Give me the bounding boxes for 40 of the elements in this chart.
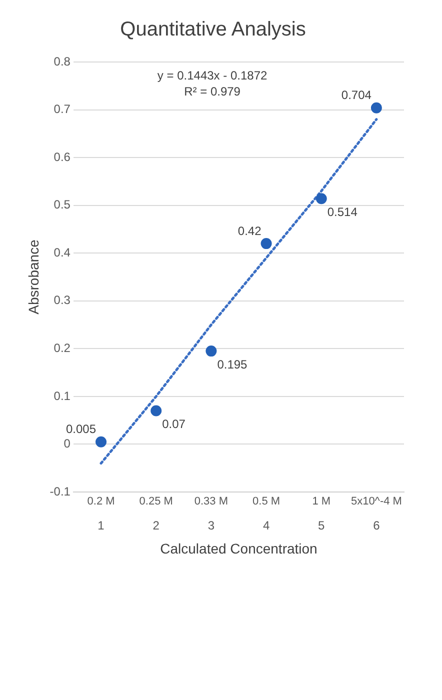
point: [370, 102, 382, 114]
point: [150, 405, 162, 416]
y-tick-label: 0.1: [54, 388, 71, 403]
text: 1: [98, 518, 105, 532]
x-tick-label: 0.5 M: [252, 496, 280, 508]
y-tick-label: 0.6: [54, 150, 71, 164]
y-tick-label: 0.2: [54, 340, 71, 355]
chart-title: Quantitative Analysis: [120, 18, 306, 41]
text: 4: [262, 518, 270, 532]
point: [206, 346, 217, 357]
y-axis-title: Absrobance: [25, 239, 42, 314]
x-tick-label: 0.33 M: [194, 496, 228, 508]
y-tick-label: 0.8: [54, 54, 71, 68]
point: [260, 238, 272, 250]
data-label: 0.005: [66, 422, 96, 436]
x-tick-label: 0.2 M: [87, 496, 115, 508]
line-series: [100, 118, 378, 465]
x-tick-label: 5x10^-4 M: [350, 496, 402, 508]
y-tick-label: 0.4: [54, 245, 71, 260]
y-tick-label: 0.3: [54, 293, 71, 308]
y-tick-label: 0.7: [54, 102, 71, 116]
x-axis-title: Calculated Concentration: [160, 540, 318, 556]
y-tick-label: -0.1: [50, 484, 71, 498]
y-tick-label: 0: [64, 436, 71, 451]
annotation: R² = 0.979: [184, 84, 241, 98]
text: 6: [373, 518, 380, 532]
y-tick-label: 0.5: [54, 198, 71, 212]
data-label: 0.704: [341, 88, 372, 102]
annotation: y = 0.1443x - 0.1872: [157, 68, 268, 82]
text: 3: [208, 518, 215, 532]
point: [96, 436, 107, 448]
point: [316, 193, 327, 204]
text: 2: [152, 518, 160, 532]
text: 5: [318, 518, 326, 532]
x-tick-label: 1 M: [312, 496, 331, 508]
data-label: 0.07: [162, 417, 186, 432]
data-label: 0.514: [327, 204, 358, 219]
data-label: 0.42: [238, 224, 262, 238]
data-label: 0.195: [217, 357, 248, 372]
x-tick-label: 0.25 M: [139, 496, 173, 508]
